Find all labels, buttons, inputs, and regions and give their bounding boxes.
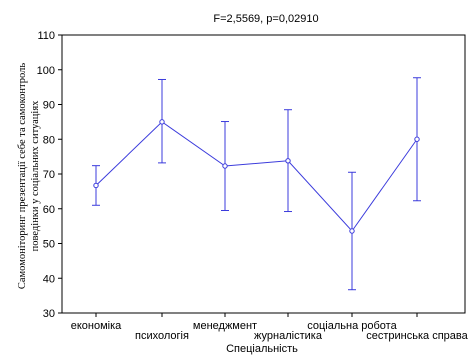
data-point xyxy=(349,228,355,234)
y-tick-label: 100 xyxy=(37,65,55,77)
series-line xyxy=(95,121,418,232)
x-tick-label: менеджмент xyxy=(193,320,257,332)
data-point xyxy=(159,119,165,125)
y-tick-label: 30 xyxy=(43,308,55,320)
data-point xyxy=(93,182,99,189)
y-tick-label: 60 xyxy=(43,204,55,216)
y-axis-label: Самомоніторинг презентації себе та самок… xyxy=(17,63,41,289)
data-point xyxy=(222,163,228,169)
y-tick-label: 40 xyxy=(43,273,55,285)
series-group xyxy=(92,77,421,291)
chart-title: F=2,5569, p=0,02910 xyxy=(213,13,318,25)
x-axis: економіка психологія менеджментжурналістик… xyxy=(71,313,469,342)
y-axis: 30 40 50 60 70 80 90 100 110 xyxy=(37,30,62,320)
x-tick-label: економіка xyxy=(71,320,122,332)
y-tick-label: 110 xyxy=(37,30,55,42)
data-point xyxy=(414,136,420,142)
y-tick-label: 70 xyxy=(43,169,55,181)
plot-frame xyxy=(61,34,466,314)
x-axis-label: Спеціальність xyxy=(226,343,298,355)
y-tick-label: 90 xyxy=(43,100,55,112)
x-tick-label: сестринська справа xyxy=(366,330,468,342)
y-tick-label: 80 xyxy=(43,134,55,146)
x-tick-label: соціальна робота xyxy=(307,320,397,332)
x-tick-label: психологія xyxy=(135,330,189,342)
x-tick-label: журналістика xyxy=(254,330,323,342)
data-point xyxy=(285,158,291,164)
y-axis-label-line-2: поведінки у соціальних ситуаціях xyxy=(30,100,41,252)
y-axis-label-line-1: Самомоніторинг презентації себе та самок… xyxy=(17,63,28,289)
y-tick-label: 50 xyxy=(43,239,55,251)
